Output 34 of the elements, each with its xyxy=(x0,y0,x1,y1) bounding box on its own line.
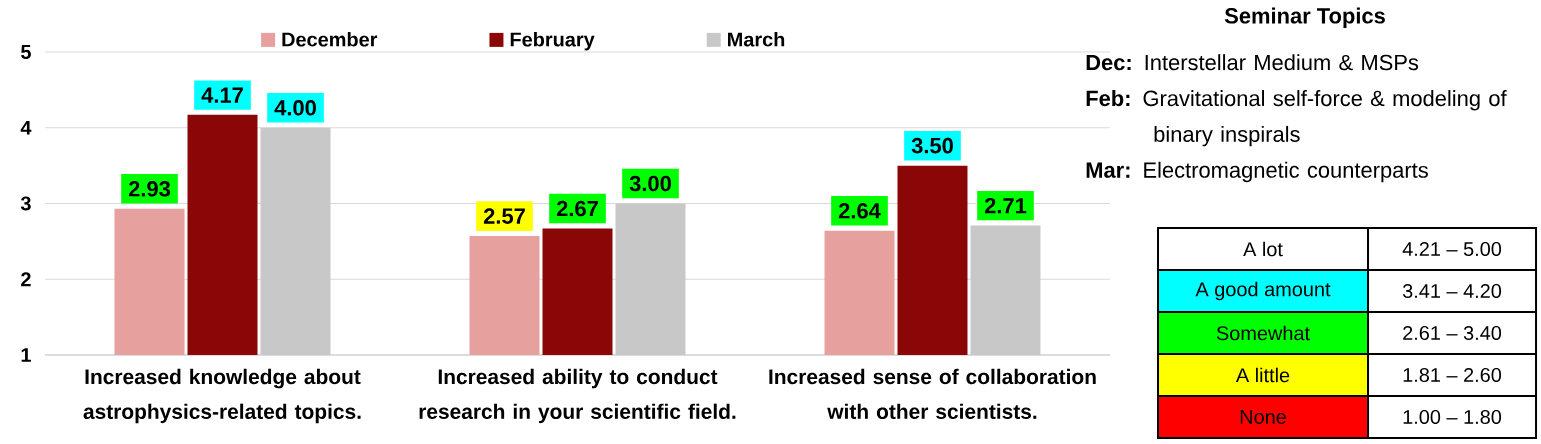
data-label: 3.50 xyxy=(911,137,953,154)
y-tick-label: 5 xyxy=(21,45,31,59)
text: 1.00 – 1.80 xyxy=(1403,409,1502,425)
data-label: 2.67 xyxy=(556,200,598,217)
legend-label: February xyxy=(510,31,595,51)
text: A little xyxy=(1235,367,1290,383)
data-label: 2.64 xyxy=(838,203,881,219)
data-label: 4.17 xyxy=(201,87,243,103)
x-tick-label: Increased ability to conduct research in your scientific field. xyxy=(419,368,736,424)
data-label: 2.93 xyxy=(128,181,171,197)
y-tick-label: 2 xyxy=(21,272,31,287)
y-tick-label: 4 xyxy=(20,120,32,135)
legend-label: March xyxy=(728,31,785,47)
text: 1.81 – 2.60 xyxy=(1403,367,1502,383)
data-label: 2.71 xyxy=(984,197,1027,214)
text: None xyxy=(1240,410,1286,424)
annotation: Mar: Electromagnetic counterparts xyxy=(1086,161,1428,183)
text: 4.21 – 5.00 xyxy=(1402,241,1502,257)
text: 3.41 – 4.20 xyxy=(1402,283,1502,299)
legend-label: December xyxy=(282,31,378,47)
y-tick-label: 1 xyxy=(21,348,31,362)
y-tick-label: 3 xyxy=(20,196,31,211)
text: A lot xyxy=(1243,241,1283,257)
data-label: 4.00 xyxy=(274,100,316,116)
text: 2.61 – 3.40 xyxy=(1403,325,1502,341)
text: Seminar Topics xyxy=(1224,7,1385,28)
data-label: 2.57 xyxy=(483,208,525,224)
data-label: 3.00 xyxy=(629,175,671,192)
text: A good amount xyxy=(1195,281,1331,301)
x-tick-label: Increased knowledge about astrophysics-related topics. xyxy=(83,368,361,424)
x-tick-label: Increased sense of collaboration with other scientists. xyxy=(769,368,1096,419)
annotation: Feb: Gravitational self-force & modeling of binary inspirals xyxy=(1086,90,1507,147)
annotation: Dec: Interstellar Medium & MSPs xyxy=(1086,54,1419,71)
text: Somewhat xyxy=(1216,325,1310,341)
